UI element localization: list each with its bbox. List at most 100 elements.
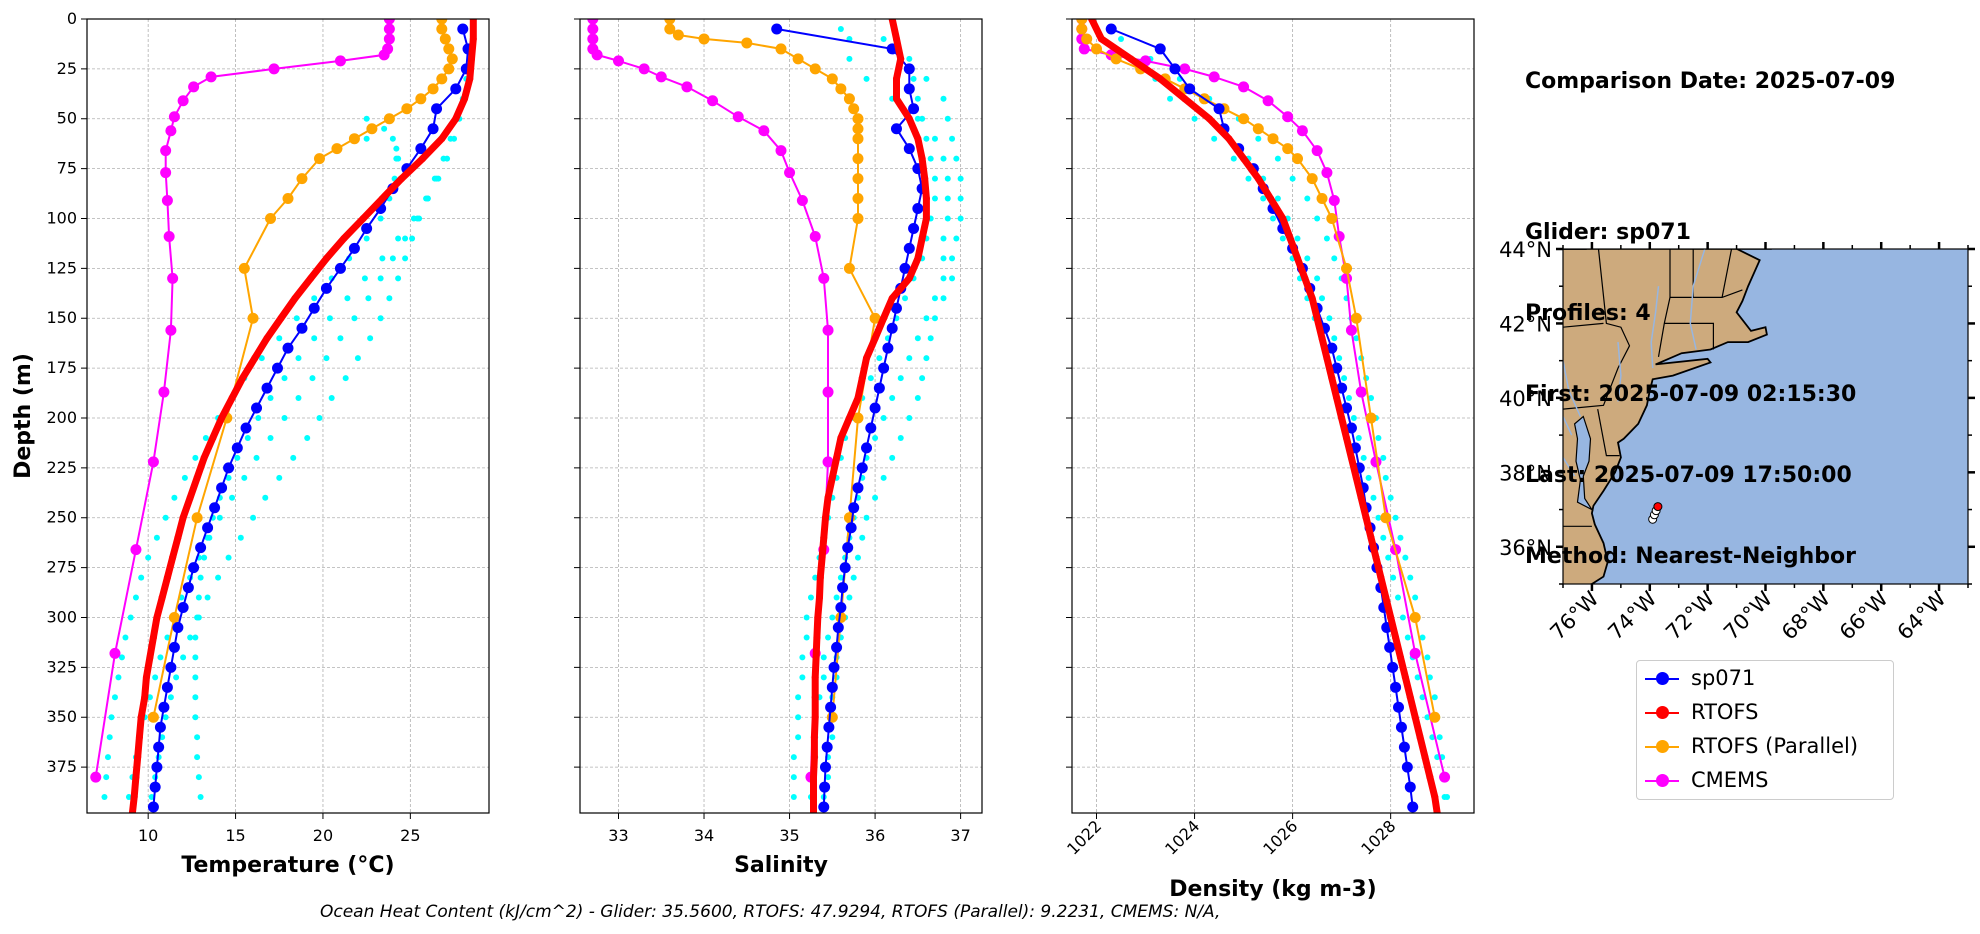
series-point xyxy=(828,661,840,673)
profile-panel-2: 1022 1024 1026 1028 Density (kg m-3) xyxy=(1063,18,1475,902)
series-point xyxy=(818,272,830,284)
series-point xyxy=(672,29,684,41)
x-tick-label: 25 xyxy=(400,826,420,845)
reference-point xyxy=(104,754,111,761)
series-point xyxy=(216,482,228,494)
series-point xyxy=(165,661,177,673)
reference-point xyxy=(846,55,853,62)
reference-point xyxy=(103,774,110,781)
glider-position-marker xyxy=(1653,502,1663,512)
series-point xyxy=(837,434,845,442)
series-point xyxy=(146,653,154,661)
series-point xyxy=(890,123,902,135)
y-tick-label: 150 xyxy=(46,308,77,327)
series-point xyxy=(334,55,346,67)
series-point xyxy=(334,262,346,274)
reference-point xyxy=(1314,275,1321,282)
reference-point xyxy=(118,654,125,661)
series-point xyxy=(240,422,252,434)
axes-frame xyxy=(1071,18,1475,814)
reference-point xyxy=(1380,454,1387,461)
reference-point xyxy=(867,375,874,382)
series-line-sp071 xyxy=(152,28,469,808)
series-point xyxy=(1088,19,1096,23)
state-border xyxy=(1563,322,1604,328)
reference-point xyxy=(162,514,169,521)
reference-point xyxy=(919,375,926,382)
series-point xyxy=(852,482,864,494)
series-point xyxy=(282,193,294,205)
series-point xyxy=(1362,514,1370,522)
series-point xyxy=(1345,422,1357,434)
y-tick-label: 350 xyxy=(46,707,77,726)
series-point xyxy=(188,562,200,574)
x-tick-label: 1022 xyxy=(1063,816,1105,858)
series-point xyxy=(1313,314,1321,322)
reference-point xyxy=(825,634,832,641)
reference-point xyxy=(363,135,370,142)
reference-point xyxy=(790,774,797,781)
series-point xyxy=(1301,274,1309,282)
series-point xyxy=(1208,71,1220,83)
series-point xyxy=(892,35,900,43)
series-point xyxy=(272,362,284,374)
series-point xyxy=(811,713,819,721)
reference-point xyxy=(910,75,917,82)
series-point xyxy=(361,222,373,234)
legend-marker xyxy=(1656,706,1669,719)
reference-point xyxy=(367,335,374,342)
series-point xyxy=(1421,753,1429,761)
reference-point xyxy=(101,794,108,801)
x-tick-label: 36 xyxy=(865,826,885,845)
state-border xyxy=(1563,249,1631,410)
reference-point xyxy=(201,554,208,561)
reference-point xyxy=(192,674,199,681)
reference-point xyxy=(444,155,451,162)
series-point xyxy=(1311,145,1323,157)
series-point xyxy=(842,542,854,554)
series-point xyxy=(177,95,189,107)
reference-point xyxy=(863,514,870,521)
series-point xyxy=(277,314,285,322)
series-point xyxy=(1387,613,1395,621)
series-point xyxy=(137,713,145,721)
series-point xyxy=(1406,693,1414,701)
series-point xyxy=(1252,123,1264,135)
series-point xyxy=(1323,354,1331,362)
series-point xyxy=(1254,175,1262,183)
series-point xyxy=(890,302,902,314)
series-point xyxy=(172,621,184,633)
series-point xyxy=(268,63,280,75)
reference-point xyxy=(215,574,222,581)
reference-point xyxy=(1436,734,1443,741)
series-point xyxy=(892,95,900,103)
series-point xyxy=(466,75,474,83)
series-point xyxy=(231,442,243,454)
series-point xyxy=(1341,262,1353,274)
series-point xyxy=(839,562,851,574)
reference-point xyxy=(1404,634,1411,641)
reference-point xyxy=(940,255,947,262)
series-point xyxy=(1169,63,1181,75)
series-point xyxy=(168,641,180,653)
reference-point xyxy=(940,275,947,282)
series-point xyxy=(809,63,821,75)
reference-point xyxy=(276,474,283,481)
reference-point xyxy=(195,774,202,781)
series-point xyxy=(732,111,744,123)
series-point xyxy=(163,230,175,242)
series-point xyxy=(153,613,161,621)
reference-point xyxy=(138,574,145,581)
series-point xyxy=(149,781,161,793)
series-point xyxy=(814,613,822,621)
reference-point xyxy=(1331,335,1338,342)
reference-point xyxy=(276,335,283,342)
series-point xyxy=(167,272,179,284)
map-lat-label: 42°N xyxy=(1499,312,1552,336)
reference-point xyxy=(337,335,344,342)
legend-label: RTOFS xyxy=(1691,700,1759,724)
reference-point xyxy=(957,175,964,182)
series-point xyxy=(153,741,165,753)
series-point xyxy=(378,195,386,203)
series-point xyxy=(810,753,818,761)
